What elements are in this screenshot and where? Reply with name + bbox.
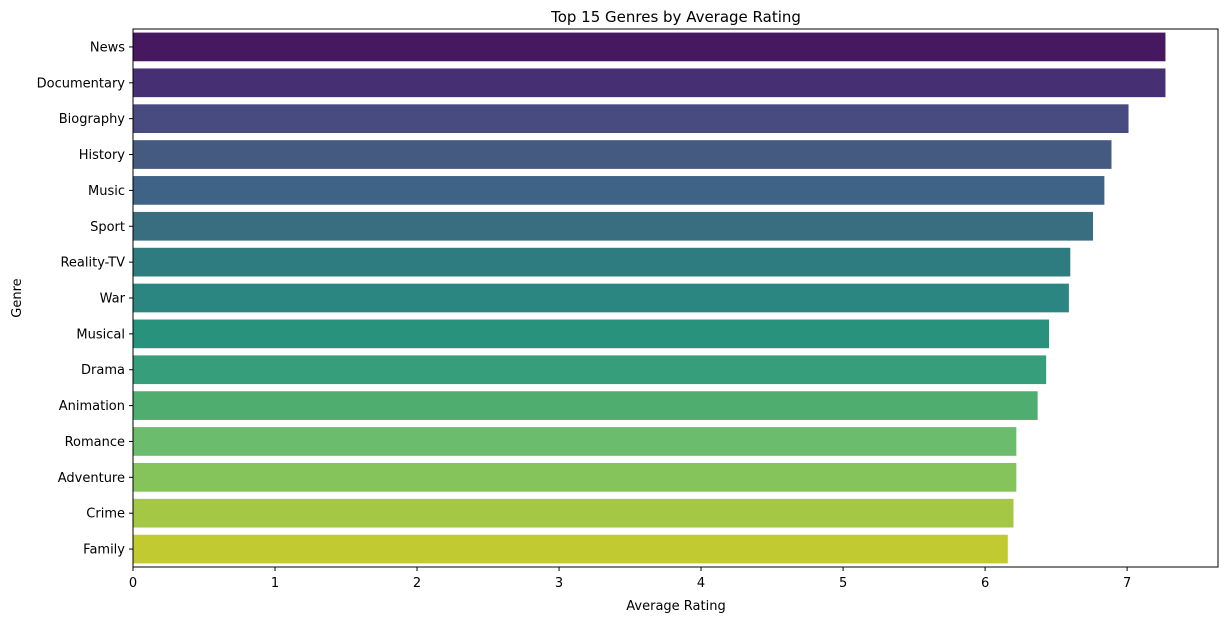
y-tick-label: Documentary — [37, 76, 126, 91]
bar-adventure — [133, 462, 1017, 492]
y-tick-label: History — [79, 148, 126, 163]
x-tick-label: 5 — [839, 576, 847, 591]
bar-animation — [133, 391, 1038, 420]
x-axis-label: Average Rating — [626, 599, 725, 614]
x-tick-label: 4 — [697, 576, 705, 591]
y-tick-label: Crime — [86, 507, 125, 522]
y-tick-label: Drama — [81, 363, 125, 378]
chart-title: Top 15 Genres by Average Rating — [550, 8, 801, 26]
y-tick-label: Reality-TV — [60, 256, 125, 271]
bar-family — [133, 534, 1008, 564]
y-tick-label: War — [100, 292, 126, 307]
bar-drama — [133, 355, 1047, 385]
bar-sport — [133, 211, 1094, 241]
y-tick-label: Animation — [59, 399, 125, 414]
y-tick-label: Biography — [59, 112, 126, 127]
bar-documentary — [133, 68, 1166, 98]
x-tick-label: 2 — [413, 576, 421, 591]
bar-biography — [133, 104, 1129, 134]
bar-news — [133, 32, 1166, 62]
y-tick-label: News — [90, 40, 125, 55]
y-axis-label: Genre — [10, 278, 25, 317]
x-tick-label: 6 — [981, 576, 989, 591]
y-tick-label: Sport — [90, 220, 125, 235]
x-tick-label: 1 — [271, 576, 279, 591]
x-tick-label: 3 — [555, 576, 563, 591]
x-tick-label: 7 — [1123, 576, 1131, 591]
bar-music — [133, 176, 1105, 205]
bar-war — [133, 283, 1069, 313]
y-tick-label: Music — [88, 184, 125, 199]
bar-musical — [133, 319, 1050, 349]
bar-reality-tv — [133, 247, 1071, 277]
x-tick-label: 0 — [129, 576, 137, 591]
y-tick-labels: News Documentary Biography History Music Spor… — [37, 40, 133, 558]
bars-group — [133, 32, 1166, 564]
y-tick-label: Family — [83, 543, 125, 558]
bar-romance — [133, 427, 1017, 456]
bar-crime — [133, 498, 1014, 528]
y-tick-label: Musical — [76, 327, 125, 342]
y-tick-label: Adventure — [58, 471, 125, 486]
x-axis-ticks: 0 1 2 3 4 5 6 7 — [129, 567, 1131, 591]
y-tick-label: Romance — [65, 435, 125, 450]
bar-history — [133, 140, 1112, 169]
plot-frame — [132, 28, 1219, 568]
